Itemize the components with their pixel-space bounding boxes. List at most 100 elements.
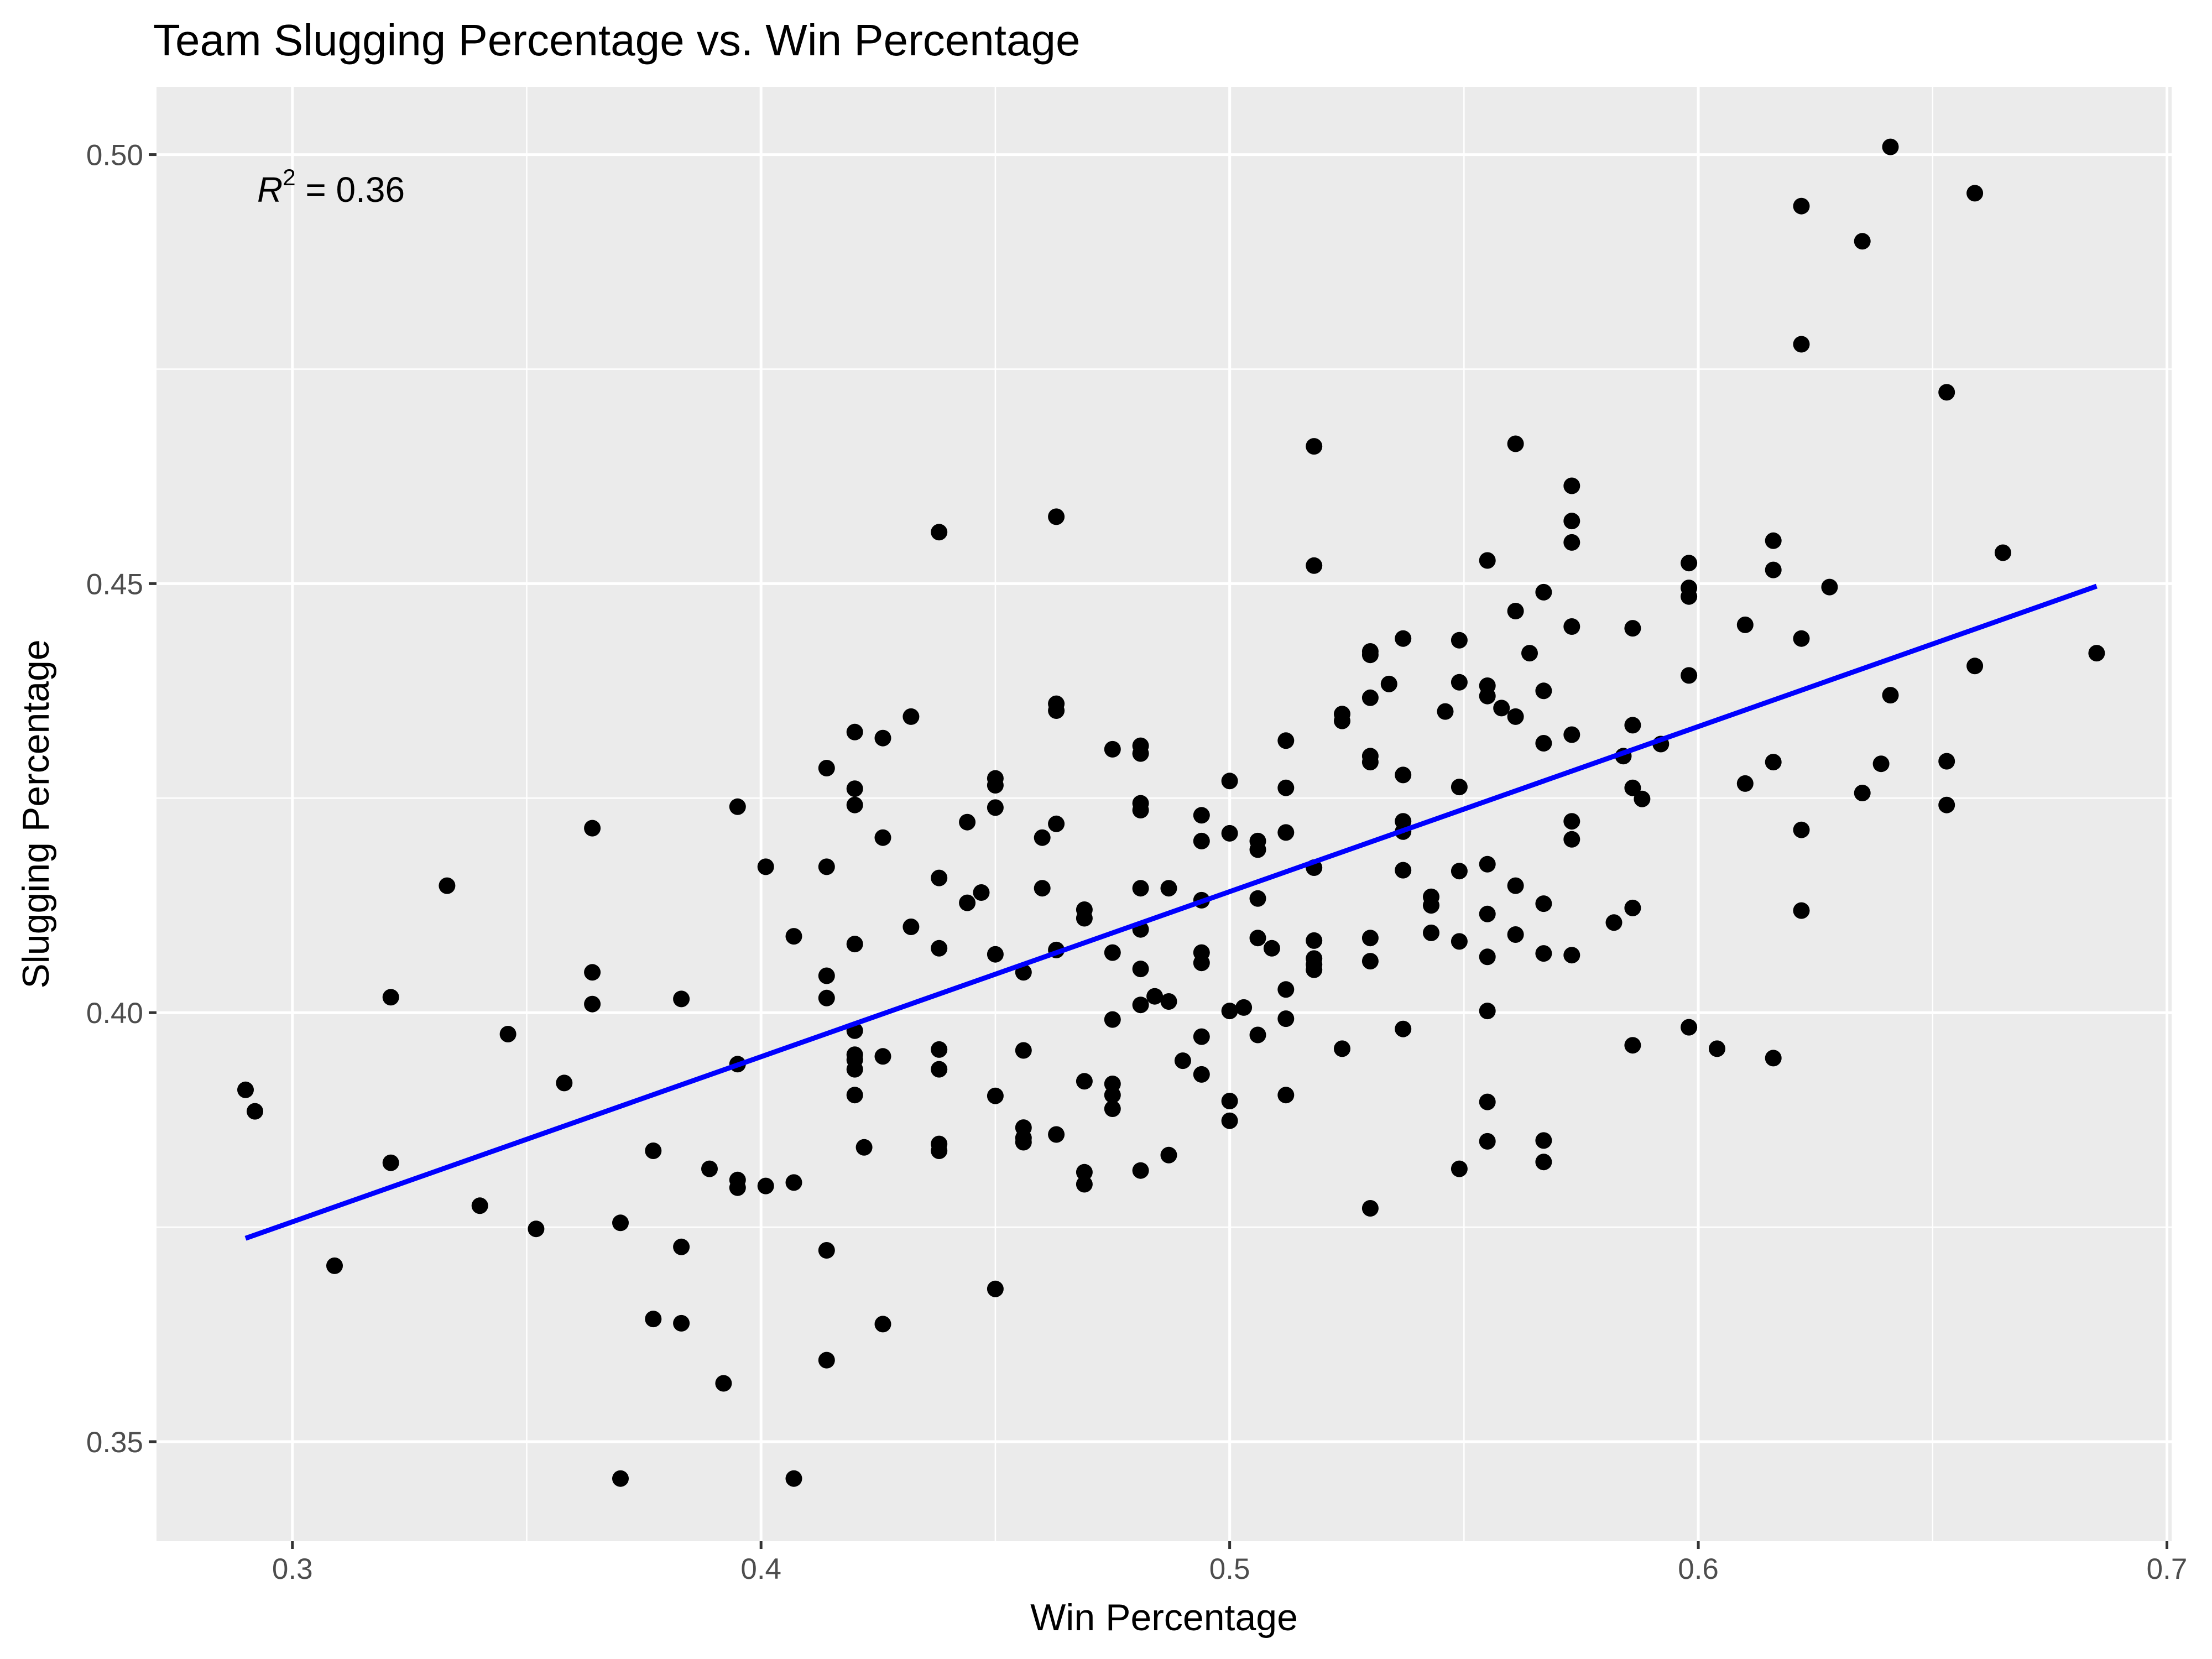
data-point xyxy=(1479,552,1496,569)
data-point xyxy=(818,858,835,875)
data-point xyxy=(1104,944,1121,961)
data-point xyxy=(1624,1037,1641,1054)
plot-panel xyxy=(156,87,2172,1541)
data-point xyxy=(1249,841,1266,858)
data-point xyxy=(1563,813,1580,830)
data-point xyxy=(818,989,835,1006)
r-squared-annotation: R2 = 0.36 xyxy=(257,164,405,210)
data-point xyxy=(818,1352,835,1369)
data-point xyxy=(987,1280,1004,1297)
data-point xyxy=(874,729,891,747)
data-point xyxy=(846,780,863,797)
data-point xyxy=(1380,675,1397,692)
data-point xyxy=(931,1041,948,1058)
x-tick-label: 0.3 xyxy=(272,1553,313,1585)
y-axis: 0.35 0.40 0.45 0.50 xyxy=(86,139,156,1459)
data-point xyxy=(1634,790,1651,807)
data-point xyxy=(818,1242,835,1259)
data-point xyxy=(1221,1003,1238,1020)
data-point xyxy=(973,884,990,901)
data-point xyxy=(1034,880,1051,897)
x-axis-title: Win Percentage xyxy=(1030,1597,1298,1639)
data-point xyxy=(673,990,690,1008)
data-point xyxy=(1821,578,1838,596)
data-point xyxy=(1193,807,1210,824)
data-point xyxy=(1193,1028,1210,1045)
data-point xyxy=(1681,555,1698,572)
data-point xyxy=(1709,1040,1725,1057)
data-point xyxy=(1306,438,1323,455)
data-point xyxy=(1423,924,1439,941)
data-point xyxy=(931,869,948,886)
data-point xyxy=(1361,1200,1379,1217)
y-axis-title: Slugging Percentage xyxy=(15,639,57,988)
data-point xyxy=(1535,583,1552,601)
data-point xyxy=(1160,880,1177,897)
data-point xyxy=(729,798,746,815)
data-point xyxy=(902,708,920,725)
data-point xyxy=(1479,855,1496,873)
data-point xyxy=(1361,754,1379,771)
data-point xyxy=(715,1375,732,1392)
data-point xyxy=(1605,914,1623,931)
data-point xyxy=(1563,513,1580,530)
data-point xyxy=(1361,646,1379,664)
data-point xyxy=(1395,862,1412,879)
data-point xyxy=(1104,740,1121,758)
data-point xyxy=(1306,557,1323,574)
data-point xyxy=(1104,1011,1121,1028)
data-point xyxy=(785,1174,802,1191)
data-point xyxy=(1221,773,1238,790)
data-point xyxy=(1966,185,1984,202)
data-point xyxy=(701,1160,718,1177)
data-point xyxy=(1681,1019,1698,1036)
data-point xyxy=(1765,754,1782,771)
data-point xyxy=(1034,829,1051,846)
data-point xyxy=(1277,981,1295,998)
data-point xyxy=(1277,732,1295,749)
data-point xyxy=(1624,779,1641,796)
data-point xyxy=(1451,674,1468,691)
data-point xyxy=(846,723,863,740)
data-point xyxy=(1277,779,1295,796)
data-point xyxy=(1015,1134,1032,1151)
data-point xyxy=(645,1142,662,1159)
x-tick-label: 0.7 xyxy=(2147,1553,2188,1585)
data-point xyxy=(499,1026,517,1042)
data-point xyxy=(959,813,976,831)
data-point xyxy=(1306,932,1323,949)
y-tick-label: 0.40 xyxy=(86,997,143,1030)
data-point xyxy=(1624,620,1641,637)
data-point xyxy=(1160,993,1177,1010)
data-point xyxy=(1146,988,1164,1005)
data-point xyxy=(1423,897,1439,914)
data-point xyxy=(1479,905,1496,922)
data-point xyxy=(874,1316,891,1333)
data-point xyxy=(846,1061,863,1078)
data-point xyxy=(1015,1042,1032,1059)
data-points xyxy=(237,138,2105,1487)
data-point xyxy=(612,1214,629,1232)
data-point xyxy=(1854,785,1871,801)
data-point xyxy=(1395,630,1412,647)
data-point xyxy=(1765,532,1782,549)
data-point xyxy=(1507,877,1524,894)
data-point xyxy=(1736,775,1754,792)
data-point xyxy=(1048,702,1065,719)
data-point xyxy=(1277,824,1295,841)
data-point xyxy=(1736,616,1754,633)
data-point xyxy=(1507,708,1524,725)
data-point xyxy=(1681,667,1698,684)
data-point xyxy=(1334,1040,1350,1057)
data-point xyxy=(1132,1162,1149,1179)
data-point xyxy=(237,1081,254,1098)
regression-line xyxy=(244,583,2098,1241)
data-point xyxy=(757,1177,774,1194)
data-point xyxy=(1221,1093,1238,1109)
data-point xyxy=(959,894,976,911)
data-point xyxy=(931,1142,948,1159)
data-point xyxy=(556,1074,573,1092)
data-point xyxy=(1277,1010,1295,1027)
data-point xyxy=(1132,802,1149,818)
